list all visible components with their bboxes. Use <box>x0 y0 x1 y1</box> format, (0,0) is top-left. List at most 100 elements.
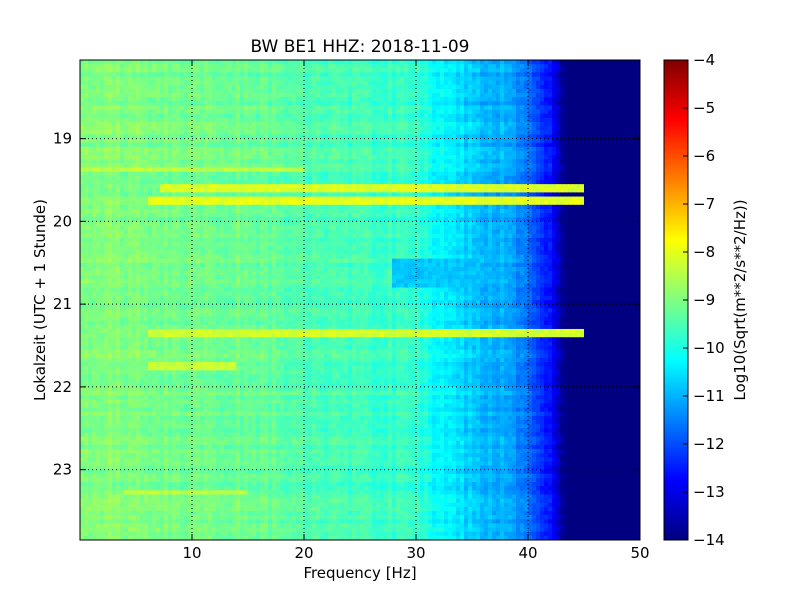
heatmap-cell <box>84 130 89 136</box>
heatmap-cell <box>472 196 477 202</box>
heatmap-cell <box>300 155 305 160</box>
heatmap-cell <box>452 109 457 115</box>
heatmap-cell <box>636 200 640 206</box>
heatmap-cell <box>452 76 457 82</box>
heatmap-cell <box>376 171 381 177</box>
heatmap-cell <box>596 163 601 169</box>
heatmap-cell <box>216 105 221 111</box>
heatmap-cell <box>500 117 505 123</box>
heatmap-cell <box>468 109 473 115</box>
heatmap-cell <box>336 188 341 194</box>
heatmap-cell <box>508 101 513 107</box>
heatmap-cell <box>220 142 225 148</box>
heatmap-cell <box>432 64 437 69</box>
heatmap-cell <box>260 155 265 160</box>
heatmap-cell <box>264 122 269 127</box>
heatmap-cell <box>576 60 581 65</box>
heatmap-cell <box>152 163 157 169</box>
heatmap-cell <box>396 93 401 98</box>
heatmap-cell <box>108 113 113 119</box>
heatmap-cell <box>428 192 433 198</box>
heatmap-cell <box>308 151 313 156</box>
heatmap-cell <box>128 146 133 152</box>
heatmap-cell <box>464 117 469 123</box>
heatmap-cell <box>312 72 317 78</box>
heatmap-cell <box>264 105 269 111</box>
heatmap-cell <box>284 155 289 160</box>
heatmap-cell <box>364 171 369 177</box>
heatmap-cell <box>452 184 457 189</box>
heatmap-cell <box>220 171 225 177</box>
heatmap-cell <box>116 142 121 148</box>
heatmap-cell <box>616 138 621 144</box>
heatmap-cell <box>500 88 505 94</box>
heatmap-cell <box>564 105 569 111</box>
heatmap-cell <box>200 159 205 165</box>
heatmap-cell <box>392 142 397 148</box>
heatmap-cell <box>468 88 473 94</box>
heatmap-cell <box>160 122 165 127</box>
heatmap-cell <box>276 113 281 119</box>
heatmap-cell <box>368 167 373 173</box>
heatmap-cell <box>304 192 309 198</box>
heatmap-cell <box>264 167 269 173</box>
heatmap-cell <box>228 93 233 98</box>
heatmap-cell <box>276 117 281 123</box>
heatmap-cell <box>508 84 513 90</box>
heatmap-cell <box>232 130 237 136</box>
heatmap-cell <box>112 126 117 131</box>
heatmap-cell <box>396 184 401 189</box>
heatmap-cell <box>576 64 581 69</box>
heatmap-cell <box>176 175 181 181</box>
heatmap-cell <box>112 109 117 115</box>
heatmap-cell <box>592 151 597 156</box>
heatmap-cell <box>196 134 201 140</box>
heatmap-cell <box>444 80 449 86</box>
heatmap-cell <box>524 167 529 173</box>
heatmap-cell <box>496 142 501 148</box>
heatmap-cell <box>528 126 533 131</box>
heatmap-cell <box>372 84 377 90</box>
heatmap-cell <box>108 163 113 169</box>
heatmap-cell <box>168 101 173 107</box>
heatmap-cell <box>420 159 425 165</box>
heatmap-cell <box>448 105 453 111</box>
heatmap-cell <box>624 142 629 148</box>
heatmap-cell <box>128 159 133 165</box>
heatmap-cell <box>352 151 357 156</box>
heatmap-cell <box>512 93 517 98</box>
heatmap-cell <box>300 142 305 148</box>
heatmap-cell <box>552 180 557 185</box>
heatmap-cell <box>80 175 85 181</box>
heatmap-cell <box>368 101 373 107</box>
heatmap-cell <box>276 188 281 194</box>
heatmap-cell <box>200 196 205 202</box>
heatmap-cell <box>392 109 397 115</box>
heatmap-cell <box>520 171 525 177</box>
heatmap-cell <box>324 68 329 74</box>
heatmap-cell <box>528 76 533 82</box>
heatmap-cell <box>508 105 513 111</box>
heatmap-cell <box>540 167 545 173</box>
heatmap-cell <box>372 192 377 198</box>
heatmap-cell <box>152 88 157 94</box>
heatmap-cell <box>432 84 437 90</box>
heatmap-cell <box>368 142 373 148</box>
heatmap-cell <box>560 163 565 169</box>
heatmap-cell <box>268 134 273 140</box>
heatmap-cell <box>416 97 421 102</box>
heatmap-cell <box>620 117 625 123</box>
heatmap-cell <box>180 88 185 94</box>
heatmap-cell <box>104 159 109 165</box>
heatmap-cell <box>564 175 569 181</box>
heatmap-cell <box>432 97 437 102</box>
heatmap-cell <box>444 97 449 102</box>
heatmap-cell <box>580 88 585 94</box>
heatmap-cell <box>140 180 145 185</box>
heatmap-cell <box>456 64 461 69</box>
heatmap-cell <box>120 64 125 69</box>
heatmap-cell <box>416 117 421 123</box>
heatmap-cell <box>312 200 317 206</box>
heatmap-cell <box>388 68 393 74</box>
heatmap-cell <box>564 109 569 115</box>
